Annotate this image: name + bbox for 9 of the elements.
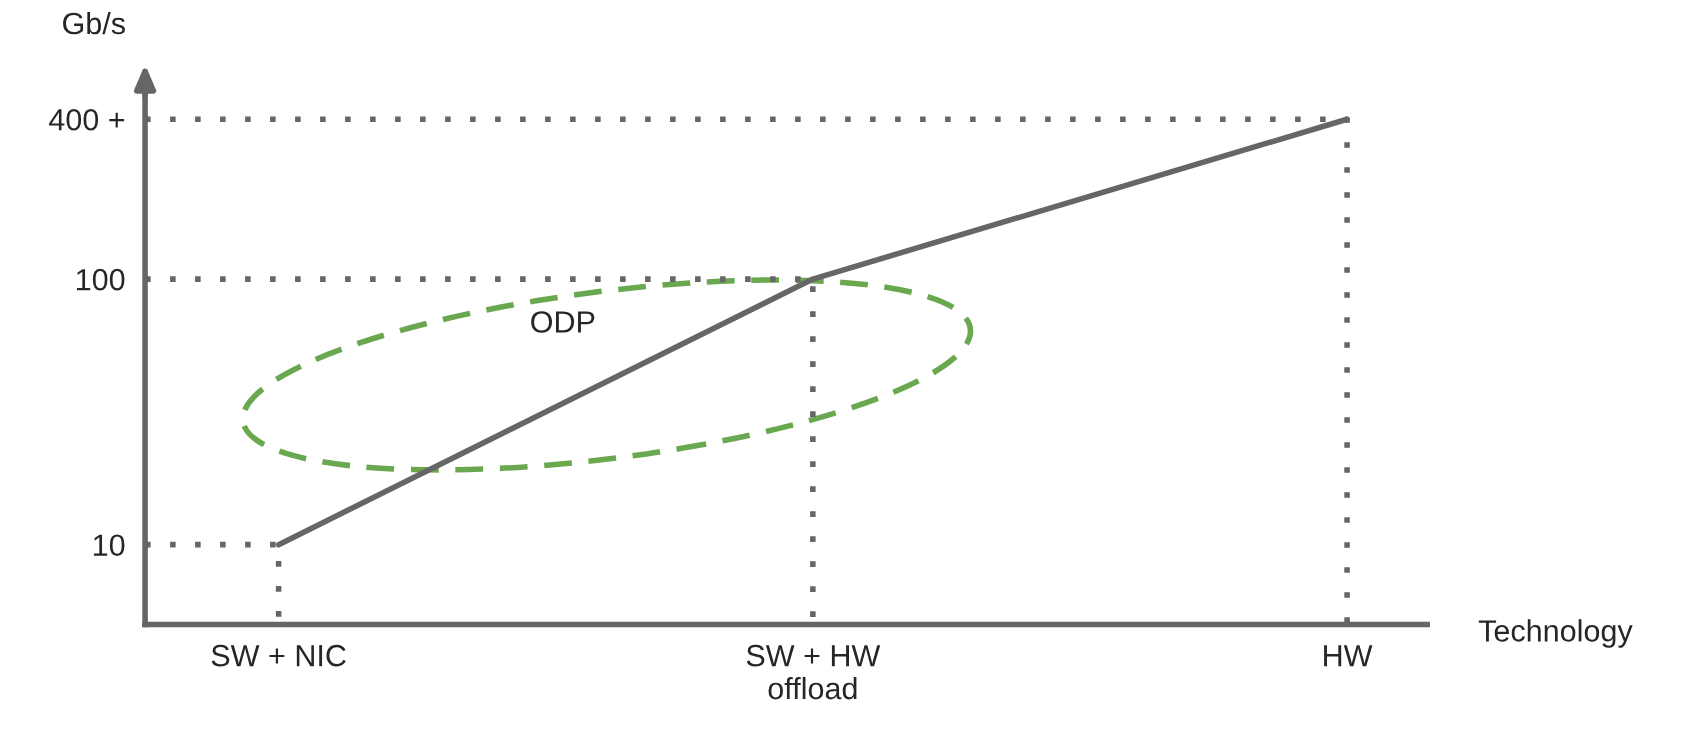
y-tick-label: 400 +: [49, 108, 125, 131]
y-tick-label: 10: [93, 534, 125, 557]
y-axis-title: Gb/s: [63, 11, 125, 35]
x-axis-title: Technology: [1478, 619, 1633, 648]
y-tick-label: 100: [76, 268, 125, 291]
annotation: ODP: [531, 311, 595, 333]
x-tick-label: HW: [1324, 645, 1373, 667]
x-tick-label: SW + NIC: [211, 644, 346, 667]
x-tick-label: SW + HW offload: [746, 644, 881, 700]
